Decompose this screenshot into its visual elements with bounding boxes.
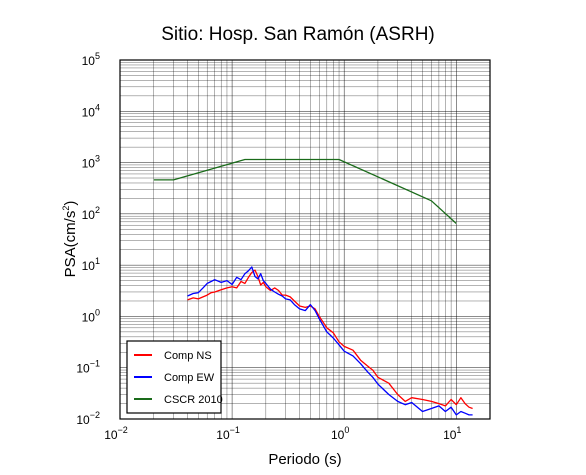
plot-frame [119,59,491,420]
y-tick-label: 10−1 [76,359,100,376]
chart-title: Sitio: Hosp. San Ramón (ASRH) [161,24,435,45]
x-axis-label: Periodo (s) [268,451,341,468]
legend: Comp NS Comp EW CSCR 2010 [126,340,223,414]
y-tick-label: 104 [82,102,100,119]
grid [119,59,491,420]
series-line-2 [187,266,473,416]
y-tick-label: 105 [82,51,100,68]
legend-label: Comp NS [164,350,212,362]
x-tick-label: 101 [443,425,461,442]
x-tick-label: 10−2 [104,425,128,442]
y-tick-label: 102 [82,205,100,222]
legend-label: CSCR 2010 [164,394,223,406]
series-line-3 [153,158,457,224]
y-tick-label: 10−2 [76,410,100,427]
x-tick-label: 10−1 [216,425,240,442]
x-tick-label: 100 [331,425,349,442]
x-tick-labels: 10−2 10−1 100 101 [104,425,461,442]
y-tick-labels: 10−2 10−1 100 101 102 103 104 105 [76,51,100,427]
y-tick-label: 103 [82,154,100,171]
y-axis-label: PSA(cm/s2) [61,201,79,278]
y-tick-label: 100 [82,307,100,324]
series-layer [153,158,473,416]
series-line-1 [187,269,473,410]
y-tick-label: 101 [82,256,100,273]
legend-label: Comp EW [164,372,215,384]
